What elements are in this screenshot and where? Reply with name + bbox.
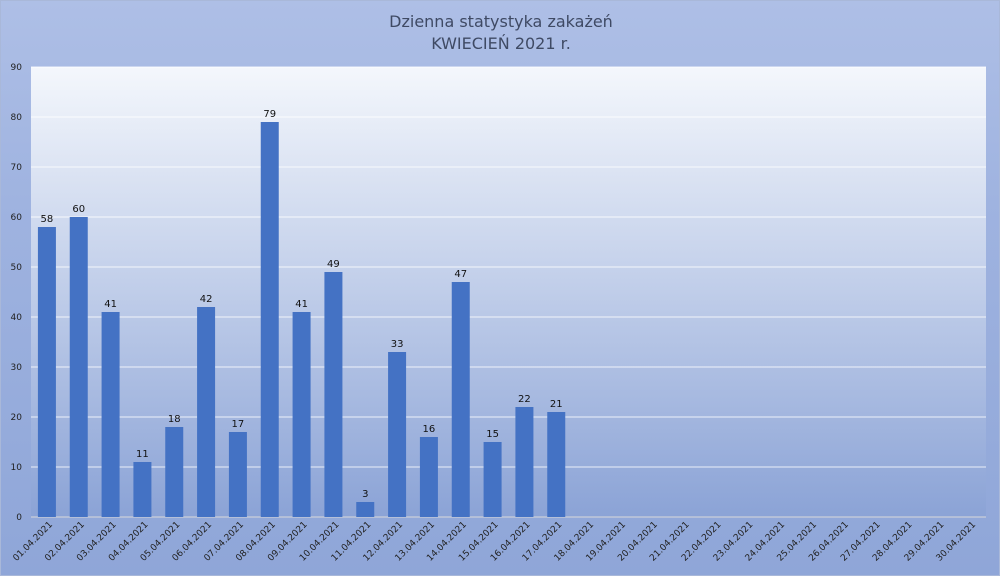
data-label: 16 <box>423 424 436 435</box>
data-label: 22 <box>518 394 531 405</box>
data-label: 60 <box>72 204 85 215</box>
bar <box>324 272 343 517</box>
data-label: 47 <box>454 269 467 280</box>
y-tick-label: 70 <box>11 163 23 173</box>
data-label: 49 <box>327 259 340 270</box>
y-tick-label: 0 <box>16 513 22 523</box>
chart-subtitle: KWIECIEŃ 2021 r. <box>431 34 571 53</box>
bar <box>69 217 88 517</box>
bar <box>483 442 502 517</box>
plot-area <box>31 67 986 517</box>
bar <box>515 407 534 517</box>
y-tick-label: 50 <box>11 263 23 273</box>
bar <box>451 282 470 517</box>
data-label: 21 <box>550 399 563 410</box>
data-label: 41 <box>104 299 117 310</box>
bar <box>419 437 438 517</box>
data-label: 58 <box>41 214 54 225</box>
y-tick-label: 40 <box>11 313 23 323</box>
y-tick-label: 20 <box>11 413 23 423</box>
data-label: 33 <box>391 339 404 350</box>
bar <box>356 502 375 517</box>
data-label: 15 <box>486 429 499 440</box>
y-tick-label: 80 <box>11 113 23 123</box>
bar <box>547 412 566 517</box>
data-label: 41 <box>295 299 308 310</box>
bar <box>37 227 56 517</box>
y-tick-label: 10 <box>11 463 23 473</box>
bars <box>37 122 566 517</box>
y-axis: 0 10 20 30 40 50 60 70 80 90 <box>11 63 23 523</box>
data-label: 42 <box>200 294 213 305</box>
y-tick-label: 60 <box>11 213 23 223</box>
bar <box>133 462 152 517</box>
y-tick-label: 30 <box>11 363 23 373</box>
bar <box>101 312 120 517</box>
data-label: 79 <box>263 109 276 120</box>
data-label: 3 <box>362 489 368 500</box>
bar <box>260 122 279 517</box>
gridlines <box>31 66 986 518</box>
x-axis: 01.04.202102.04.202103.04.202104.04.2021… <box>12 520 979 564</box>
data-label: 11 <box>136 449 149 460</box>
bar <box>292 312 311 517</box>
chart-title-block: Dzienna statystyka zakażeń KWIECIEŃ 2021… <box>1 11 1000 55</box>
data-label: 18 <box>168 414 181 425</box>
y-tick-label: 90 <box>11 63 23 73</box>
bar <box>165 427 184 517</box>
chart-title: Dzienna statystyka zakażeń <box>389 12 613 31</box>
bar <box>228 432 247 517</box>
bar <box>388 352 407 517</box>
data-label: 17 <box>232 419 245 430</box>
bar <box>197 307 216 517</box>
